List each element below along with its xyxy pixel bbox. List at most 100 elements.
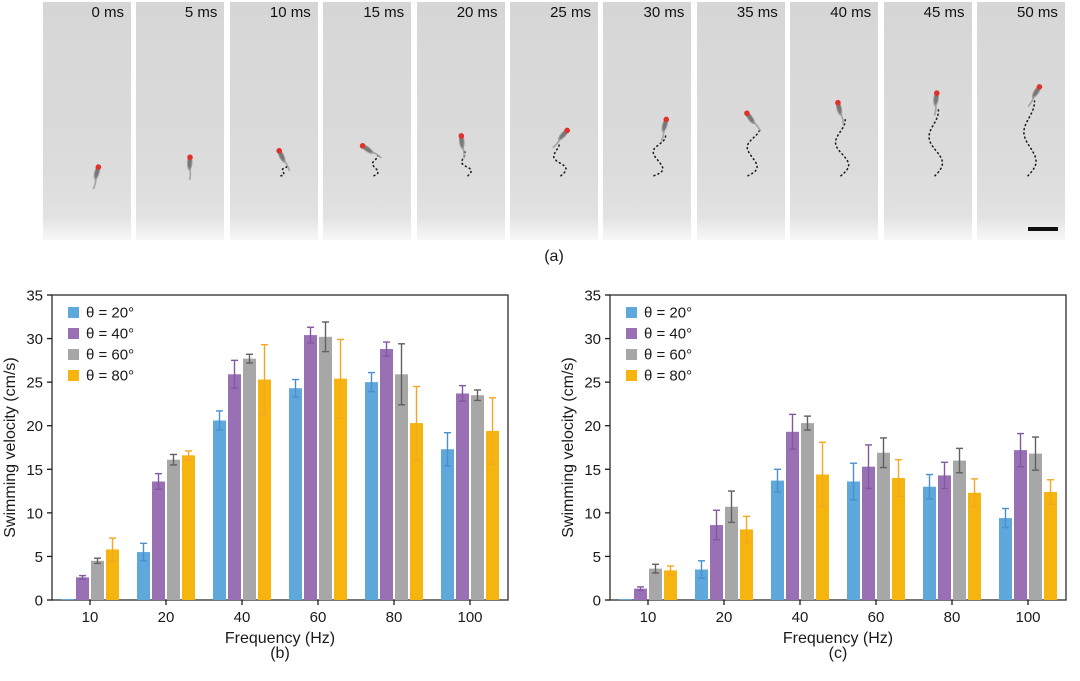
error-bar [1032,436,1039,471]
frame-canvas [276,148,291,177]
robot-head-marker [743,110,750,117]
legend-swatch [68,370,79,381]
error-bar [880,437,887,469]
robot-head-marker [564,127,570,134]
frame-time-label: 35 ms [736,4,778,21]
bar [801,423,814,600]
error-bar [368,371,375,393]
error-bar [926,473,933,500]
frame-time-label: 30 ms [643,4,685,21]
legend-item [68,307,79,318]
y-tick-label: 30 [584,331,601,348]
charts-row: 0 5 10 15 20 25 30 35 10 20 40 60 80 100 θ = 20° θ = 40… [0,285,1080,665]
y-tick-label: 5 [593,549,601,566]
robot-head-marker [663,116,670,123]
bar [740,529,753,600]
swimmer-robot [743,110,762,132]
bar [786,431,799,600]
y-axis-label: Swimming velocity (cm/s) [2,357,19,537]
frame-time-label: 40 ms [830,4,872,21]
bar [258,379,271,600]
bar [61,599,74,600]
error-bar [774,468,781,493]
bar [334,378,347,600]
legend-item [626,370,637,381]
bar [1014,450,1027,600]
video-frame: 50 ms [976,2,1065,240]
frame-time-label: 45 ms [923,4,965,21]
error-bar [637,586,644,592]
bar [167,459,180,600]
y-tick-label: 0 [593,593,601,610]
swimmer-robot [1027,84,1043,107]
x-tick-label: 100 [457,609,482,626]
x-tick-label: 60 [868,609,885,626]
bar [304,335,317,600]
error-bar [474,389,481,402]
frame-canvas [1022,84,1043,177]
frame-canvas [834,99,850,177]
error-bar [698,560,705,579]
bar [471,395,484,600]
y-tick-label: 20 [26,418,43,435]
bar [441,449,454,600]
error-bar [713,509,720,541]
error-bar [413,385,420,461]
panel-caption: (b) [270,645,290,662]
trajectory-trail [834,118,850,177]
legend-label: θ = 40° [644,326,692,343]
legend-swatch [68,328,79,339]
frame-canvas [743,110,762,177]
frame-canvas [359,143,383,177]
swimmer-robot [276,148,291,172]
bar [695,569,708,600]
error-bar [322,321,329,353]
video-frame: 20 ms [416,2,505,240]
error-bar [667,565,674,576]
error-bar [292,378,299,398]
video-frame: 0 ms [43,2,131,240]
bar [213,420,226,600]
swimmer-robot [92,164,102,190]
trajectory-trail [746,126,761,177]
error-bar [804,415,811,431]
legend-item [68,370,79,381]
bar [771,480,784,600]
error-bar [1002,507,1009,529]
error-bar [185,450,192,461]
x-tick-label: 10 [640,609,657,626]
legend-swatch [626,307,637,318]
y-tick-label: 15 [584,462,601,479]
swimmer-robot [187,154,194,181]
swimmer-robot [552,127,570,149]
x-tick-label: 80 [386,609,403,626]
error-bar [1047,479,1054,505]
bar [968,492,981,600]
y-tick-label: 20 [584,418,601,435]
error-bar [1017,432,1024,468]
robot-head-marker [276,148,282,154]
frame-time-label: 50 ms [1017,4,1058,21]
error-bar [383,341,390,357]
error-bar [850,462,857,501]
video-frame: 15 ms [323,2,412,240]
y-tick-label: 0 [35,593,43,610]
bar [152,481,165,600]
swimmer-robot [835,99,845,125]
bar [892,478,905,600]
bar [486,430,499,600]
bar [289,388,302,600]
x-tick-label: 100 [1015,609,1040,626]
frame-time-label: 15 ms [363,4,405,21]
swimmer-robot [660,116,670,142]
bar [725,506,738,600]
x-tick-label: 10 [82,609,99,626]
error-bar [865,444,872,490]
y-tick-label: 15 [26,462,43,479]
error-bar [652,563,659,574]
video-frame: 45 ms [883,2,972,240]
bar [456,393,469,600]
x-tick-label: 40 [234,609,251,626]
robot-head-marker [835,99,841,106]
